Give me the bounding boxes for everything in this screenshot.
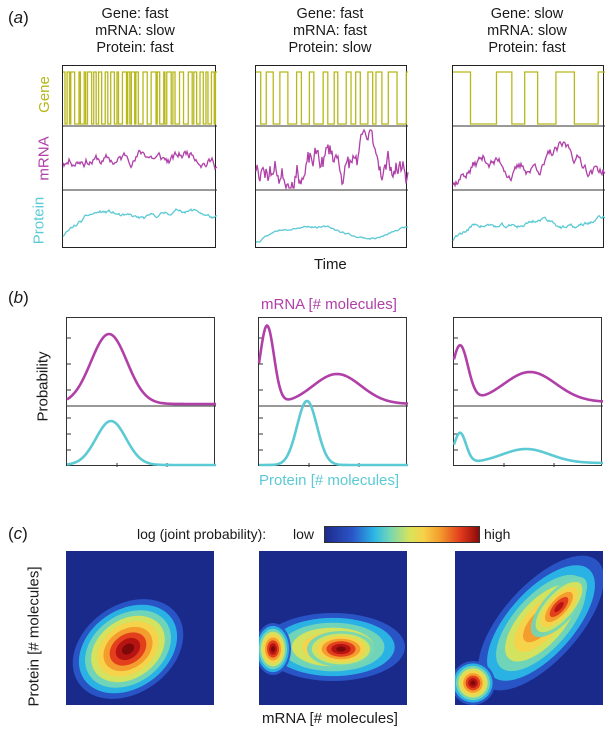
colorbar-title: log (joint probability): — [137, 526, 267, 542]
col3-mrna: mRNA: slow — [487, 23, 567, 39]
trace-plot-3 — [452, 71, 606, 241]
col1-protein: Protein: fast — [96, 40, 174, 56]
col3-protein: Protein: fast — [488, 40, 566, 56]
trace-plot-1 — [62, 71, 218, 237]
heatmap-plot-3 — [455, 555, 603, 705]
col2-mrna: mRNA: fast — [292, 23, 368, 39]
distribution-box-2 — [257, 317, 409, 467]
trace-box-1 — [62, 65, 218, 248]
mrna-distribution-curve — [257, 323, 409, 405]
mrna-trace — [452, 140, 606, 188]
col2-gene: Gene: fast — [296, 6, 364, 22]
density-contour — [470, 680, 476, 686]
density-contour — [121, 643, 135, 655]
protein-distribution-curve — [452, 431, 604, 465]
density-contour — [271, 646, 275, 652]
distribution-plot-3 — [452, 337, 604, 467]
heatmap-plot-1 — [72, 599, 184, 699]
col1-mrna: mRNA: slow — [95, 23, 175, 39]
panel-label-a: (a) — [8, 8, 29, 27]
distribution-box-3 — [452, 317, 604, 467]
col3-gene: Gene: slow — [490, 6, 564, 22]
joint-heatmap-2 — [259, 551, 407, 705]
density-contour — [336, 646, 346, 652]
column-title-1: Gene: fast mRNA: slow Protein: fast — [60, 6, 210, 57]
time-axis-label: Time — [314, 256, 347, 273]
mrna-distribution-curve — [452, 343, 604, 403]
joint-heatmap-1 — [66, 551, 214, 705]
row-label-gene: Gene — [35, 76, 53, 113]
protein-distribution-curve — [66, 419, 216, 467]
mrna-distribution-curve — [66, 332, 216, 406]
col1-gene: Gene: fast — [101, 6, 169, 22]
column-title-3: Gene: slow mRNA: slow Protein: fast — [452, 6, 602, 57]
probability-axis-label: Probability — [34, 351, 52, 422]
column-title-2: Gene: fast mRNA: fast Protein: slow — [255, 6, 405, 57]
gene-trace — [63, 71, 217, 125]
trace-box-2 — [255, 65, 409, 248]
trace-box-3 — [452, 65, 606, 248]
mrna-trace — [255, 128, 409, 191]
gene-trace — [256, 71, 408, 125]
protein-distribution-label: Protein [# molecules] — [259, 472, 400, 489]
colorbar-low-label: low — [293, 526, 315, 542]
colorbar-high-label: high — [484, 526, 511, 542]
protein-distribution-curve — [258, 399, 408, 467]
distribution-box-1 — [66, 317, 216, 467]
panel-label-b: (b) — [8, 288, 29, 307]
panel-label-c: (c) — [8, 524, 28, 543]
protein-trace — [452, 214, 606, 241]
heatmap-plot-2 — [259, 613, 405, 681]
row-label-protein: Protein — [30, 196, 48, 245]
col2-protein: Protein: slow — [288, 40, 372, 56]
density-contour — [554, 601, 564, 613]
mrna-axis-label: mRNA [# molecules] — [262, 710, 398, 727]
colorbar — [324, 526, 480, 543]
protein-trace — [62, 208, 218, 237]
protein-axis-label: Protein [# molecules] — [25, 566, 43, 707]
gene-trace — [453, 71, 605, 125]
trace-plot-2 — [255, 71, 409, 244]
distribution-plot-1 — [66, 332, 216, 467]
mrna-trace — [62, 149, 218, 171]
protein-trace — [255, 225, 409, 244]
joint-heatmap-3 — [455, 551, 603, 705]
mrna-distribution-label: mRNA [# molecules] — [261, 296, 397, 313]
distribution-plot-2 — [257, 323, 409, 467]
row-label-mrna: mRNA — [35, 136, 53, 181]
